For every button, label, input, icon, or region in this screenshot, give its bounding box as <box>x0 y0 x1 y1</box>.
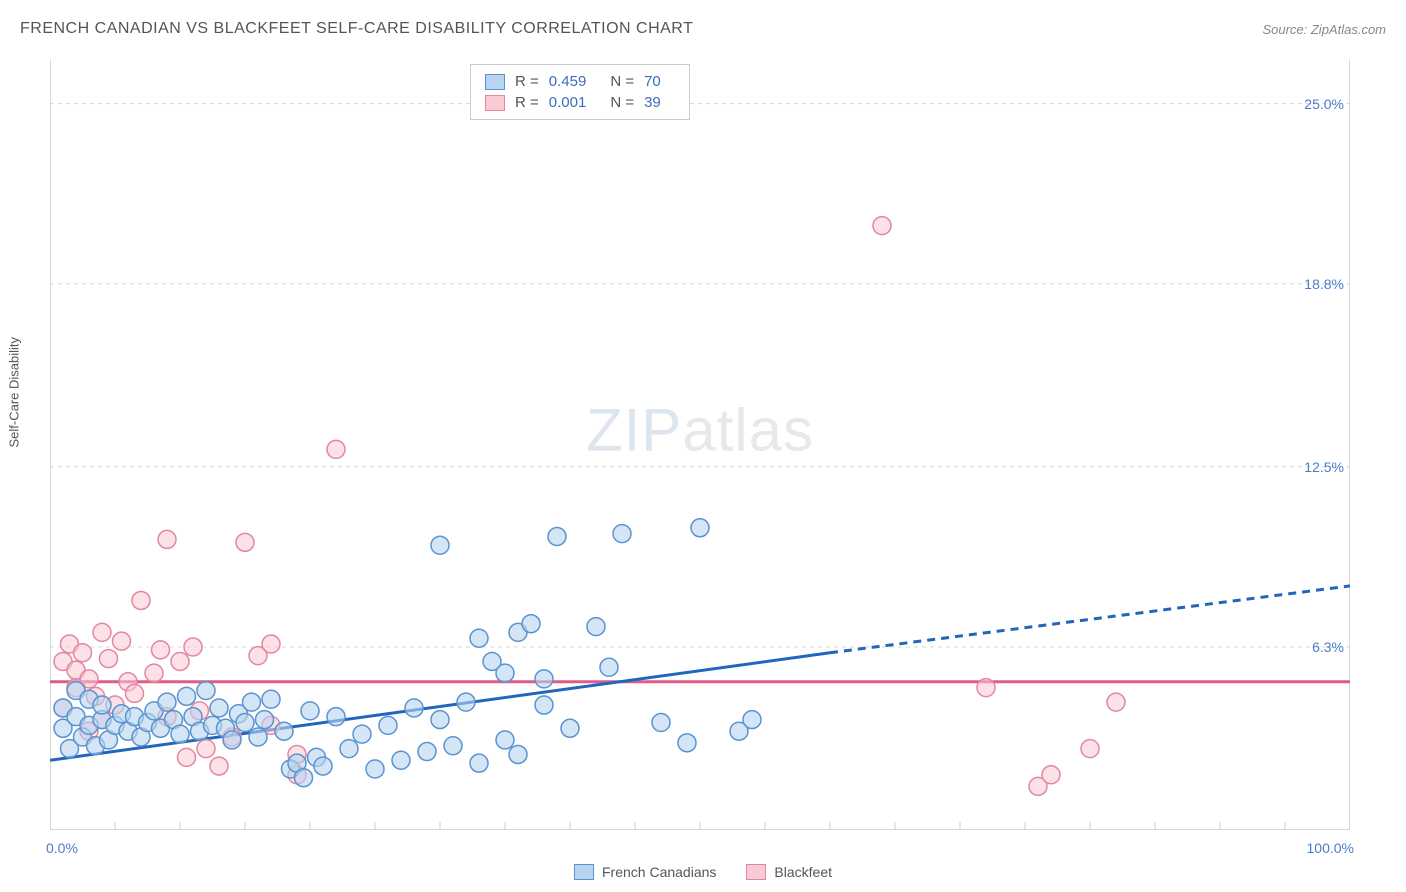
r-value: 0.001 <box>549 92 587 113</box>
legend-swatch <box>574 864 594 880</box>
y-tick-label: 18.8% <box>1304 276 1344 292</box>
y-axis-label: Self-Care Disability <box>7 337 22 448</box>
correlation-legend: R = 0.459 N = 70 R = 0.001 N = 39 <box>470 64 690 120</box>
r-label: R = <box>515 92 539 113</box>
legend-item: Blackfeet <box>746 864 832 880</box>
scatter-plot-svg <box>50 60 1350 830</box>
y-tick-label: 12.5% <box>1304 459 1344 475</box>
plot-area: ZIPatlas R =0.459N =70R =0.001N =39 6.3%… <box>50 60 1350 830</box>
y-tick-label: 25.0% <box>1304 96 1344 112</box>
source-attribution: Source: ZipAtlas.com <box>1262 22 1386 37</box>
n-label: N = <box>610 92 634 113</box>
y-tick-label: 6.3% <box>1312 639 1344 655</box>
legend-swatch <box>485 74 505 90</box>
r-label: R = <box>515 71 539 92</box>
n-label: N = <box>610 71 634 92</box>
n-value: 39 <box>644 92 661 113</box>
series-legend: French Canadians Blackfeet <box>574 864 832 880</box>
r-value: 0.459 <box>549 71 587 92</box>
stat-legend-row: R = 0.459 N = 70 <box>485 71 675 92</box>
legend-label: French Canadians <box>602 864 716 880</box>
legend-label: Blackfeet <box>774 864 832 880</box>
legend-item: French Canadians <box>574 864 716 880</box>
stat-legend-row: R = 0.001 N = 39 <box>485 92 675 113</box>
n-value: 70 <box>644 71 661 92</box>
chart-title: FRENCH CANADIAN VS BLACKFEET SELF-CARE D… <box>20 20 693 38</box>
chart-header: FRENCH CANADIAN VS BLACKFEET SELF-CARE D… <box>20 20 1386 38</box>
x-tick-label: 0.0% <box>46 840 78 856</box>
x-tick-label: 100.0% <box>1307 840 1354 856</box>
legend-swatch <box>485 95 505 111</box>
legend-swatch <box>746 864 766 880</box>
